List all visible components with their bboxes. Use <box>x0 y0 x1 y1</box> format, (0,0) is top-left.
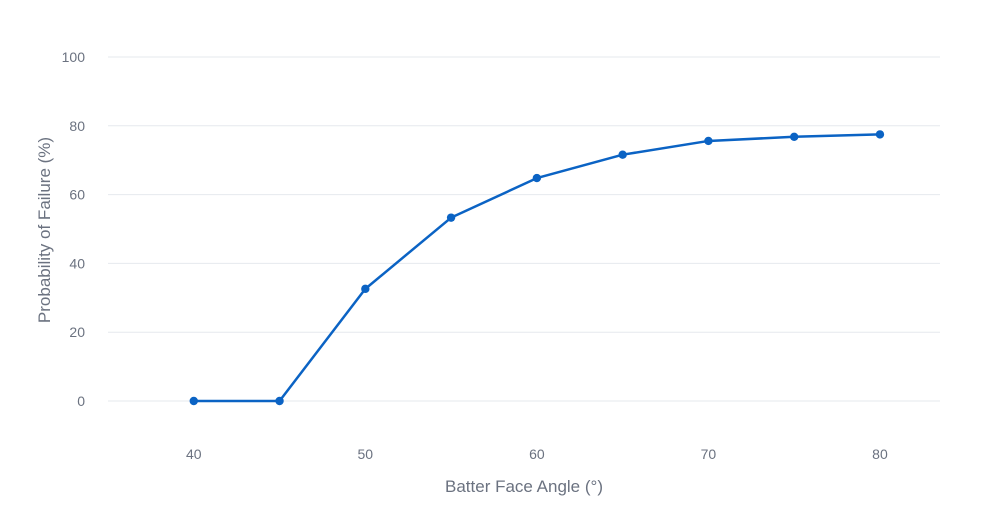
data-point[interactable] <box>789 132 799 142</box>
y-axis-title: Probability of Failure (%) <box>35 137 54 323</box>
y-tick-label: 0 <box>77 393 85 409</box>
data-point[interactable] <box>618 150 627 159</box>
data-point[interactable] <box>275 396 284 406</box>
x-tick-label: 70 <box>701 446 717 462</box>
y-tick-label: 80 <box>69 118 85 134</box>
data-point[interactable] <box>189 396 198 406</box>
data-point[interactable] <box>446 213 456 222</box>
data-point[interactable] <box>875 130 885 139</box>
x-tick-label: 60 <box>529 446 545 462</box>
x-tick-label: 80 <box>872 446 888 462</box>
data-point[interactable] <box>532 173 542 183</box>
data-point[interactable] <box>361 284 370 294</box>
grid-layer <box>108 56 940 402</box>
x-tick-label: 40 <box>186 446 202 462</box>
y-tick-label: 40 <box>69 255 85 271</box>
series-layer <box>189 130 885 406</box>
data-point[interactable] <box>704 136 713 146</box>
y-tick-label: 100 <box>62 49 86 65</box>
x-tick-label: 50 <box>358 446 374 462</box>
y-tick-label: 60 <box>69 187 85 203</box>
x-axis-ticks: 40 50 60 70 80 <box>186 446 888 462</box>
x-axis-title: Batter Face Angle (°) <box>445 477 603 496</box>
y-tick-label: 20 <box>69 324 85 340</box>
y-axis-ticks: 0 20 40 60 80 100 <box>62 49 86 409</box>
